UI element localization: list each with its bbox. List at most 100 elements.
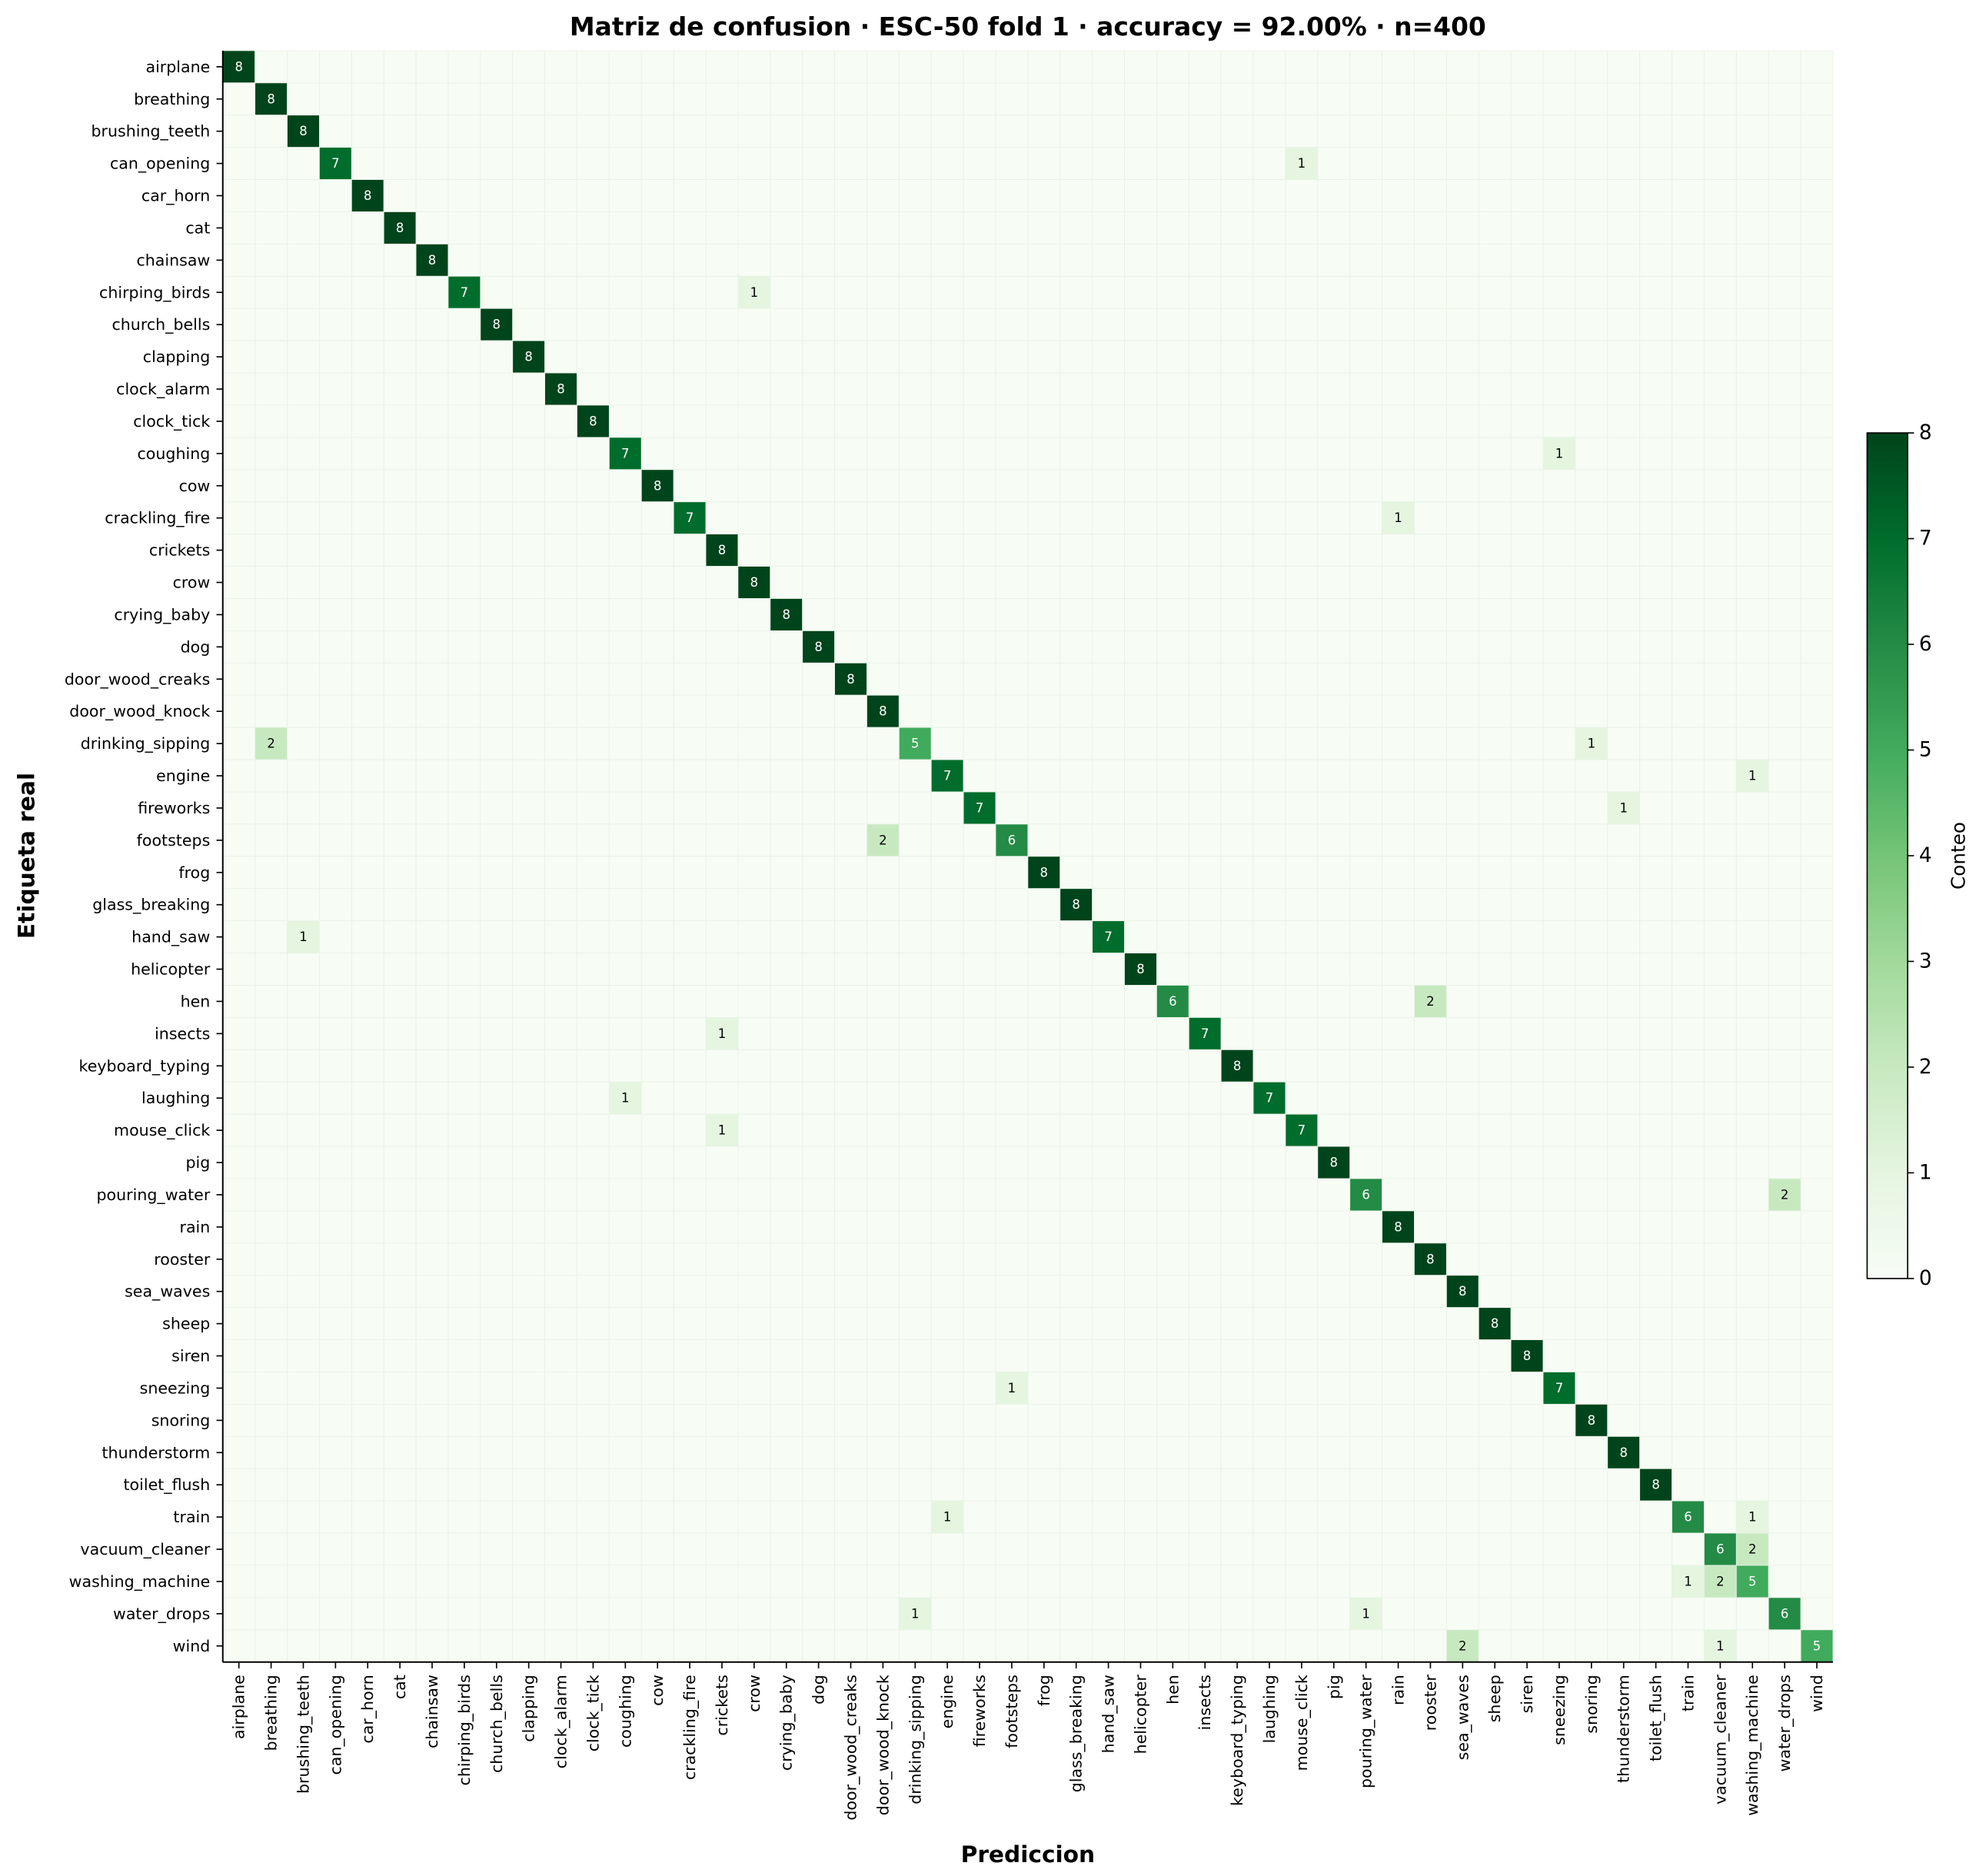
cell [351, 694, 384, 728]
cell [995, 1016, 1029, 1050]
cell [1542, 501, 1576, 535]
y-tick-label: rain [179, 1218, 210, 1236]
cell [544, 727, 577, 760]
cell [480, 404, 514, 438]
cell [1188, 1500, 1222, 1534]
cell [1735, 1468, 1769, 1502]
cell [1317, 534, 1351, 567]
cell [1252, 598, 1286, 631]
cell-label: 6 [1362, 1187, 1369, 1202]
cell [867, 1597, 900, 1631]
cell [1027, 662, 1061, 696]
cell [1285, 1565, 1319, 1598]
cell [319, 630, 352, 664]
cell [1575, 1565, 1608, 1598]
cell [898, 1242, 932, 1276]
cell [1220, 147, 1254, 180]
cell [1252, 566, 1286, 599]
cell [1672, 372, 1705, 406]
cell [1156, 1113, 1189, 1147]
cell [1124, 985, 1157, 1018]
cell [673, 179, 707, 212]
cell [673, 437, 707, 471]
cell [319, 1049, 352, 1083]
cell [963, 1565, 996, 1598]
colorbar-tick-label: 1 [1919, 1161, 1932, 1184]
cell [1478, 662, 1512, 696]
cell [963, 630, 996, 664]
cell [447, 985, 481, 1018]
cell [995, 856, 1029, 890]
cell-label: 6 [1008, 833, 1016, 847]
cell [608, 1275, 642, 1309]
cell [319, 534, 352, 567]
cell [1156, 1629, 1189, 1663]
cell [319, 437, 352, 471]
cell [544, 179, 577, 212]
cell [737, 985, 771, 1018]
cell [608, 179, 642, 212]
cell [1607, 1307, 1641, 1340]
y-tick-label: door_wood_creaks [65, 670, 210, 689]
cell [770, 662, 803, 696]
cell [1445, 1500, 1479, 1534]
cell [1639, 308, 1672, 341]
cell [898, 1049, 932, 1083]
cell [834, 147, 867, 180]
cell [1510, 50, 1544, 84]
cell [1542, 1500, 1576, 1534]
cell [415, 404, 449, 438]
cell [351, 1210, 384, 1244]
cell [737, 823, 771, 857]
cell [1382, 1532, 1415, 1566]
cell [1124, 501, 1157, 535]
cell [1317, 1435, 1351, 1469]
cell [1445, 1468, 1479, 1502]
cell [1188, 1016, 1222, 1050]
cell [1060, 275, 1093, 309]
cell [254, 1435, 288, 1469]
cell [608, 1372, 642, 1405]
cell [770, 791, 803, 825]
cell [447, 823, 481, 857]
cell [1607, 630, 1641, 664]
cell [1735, 1113, 1769, 1147]
cell [1317, 1210, 1351, 1244]
y-tick-label: door_wood_knock [69, 702, 210, 721]
cell [512, 598, 546, 631]
cell [1704, 1016, 1737, 1050]
cell [415, 340, 449, 374]
cell [1027, 115, 1061, 148]
cell [608, 1146, 642, 1179]
cell [1285, 1597, 1319, 1631]
cell [673, 50, 707, 84]
cell [383, 147, 417, 180]
x-tick-label: clock_tick [584, 1675, 603, 1751]
cell [1510, 823, 1544, 857]
cell [1575, 630, 1608, 664]
cell [544, 598, 577, 631]
cell [963, 1242, 996, 1276]
cell [930, 469, 964, 503]
x-tick-label: pouring_water [1357, 1675, 1376, 1788]
cell [1768, 791, 1801, 825]
cell [512, 211, 546, 244]
cell [1285, 920, 1319, 953]
cell [963, 566, 996, 599]
cell [287, 534, 320, 567]
cell [705, 1629, 739, 1663]
cell [1317, 1307, 1351, 1340]
cell [1575, 82, 1608, 116]
cell [930, 566, 964, 599]
cell [930, 275, 964, 309]
cell [480, 1339, 514, 1372]
cell [1124, 953, 1157, 986]
cell [1704, 372, 1737, 406]
cell [1349, 1468, 1382, 1502]
cell [1672, 50, 1705, 84]
cell [1156, 1081, 1189, 1115]
cell [1735, 1275, 1769, 1309]
cell [254, 759, 288, 793]
cell [995, 953, 1029, 986]
cell [415, 1016, 449, 1050]
